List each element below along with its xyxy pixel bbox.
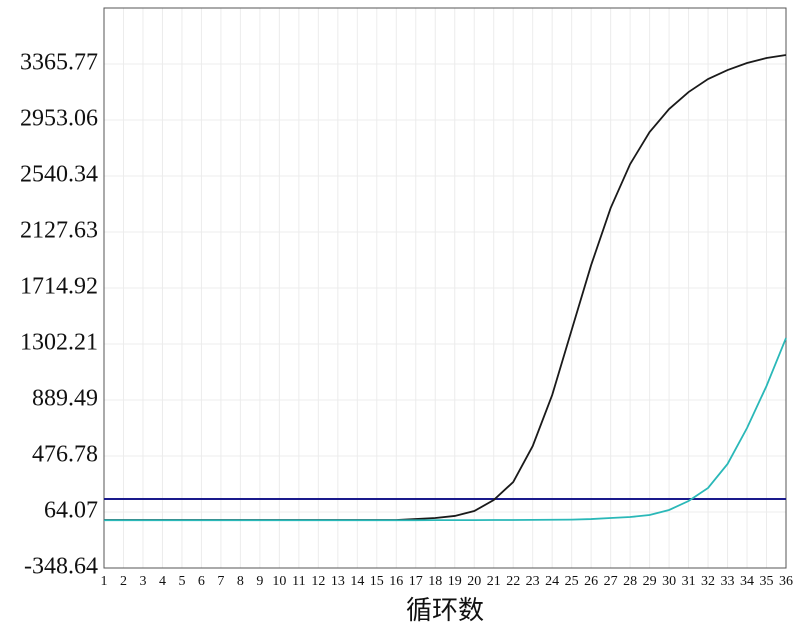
x-tick-label: 27: [604, 574, 618, 589]
x-axis-label: 循环数: [406, 596, 484, 625]
y-tick-label: 1302.21: [20, 329, 98, 355]
x-tick-label: 26: [584, 574, 598, 589]
y-tick-label: 2127.63: [20, 218, 98, 244]
x-tick-label: 30: [662, 574, 676, 589]
x-tick-label: 31: [682, 574, 696, 589]
x-tick-label: 20: [467, 574, 481, 589]
x-tick-label: 19: [448, 574, 462, 589]
y-tick-label: 1714.92: [20, 274, 98, 300]
x-tick-label: 6: [198, 574, 205, 589]
y-tick-label: 476.78: [32, 442, 98, 468]
y-tick-label: -348.64: [24, 554, 98, 580]
x-tick-label: 17: [409, 574, 423, 589]
x-tick-label: 24: [545, 574, 559, 589]
x-tick-label: 14: [350, 574, 364, 589]
y-tick-label: 2953.06: [20, 105, 98, 131]
x-tick-label: 36: [779, 574, 793, 589]
x-tick-label: 9: [256, 574, 263, 589]
y-tick-label: 889.49: [32, 386, 98, 412]
plot-frame: [103, 7, 787, 569]
x-tick-label: 23: [526, 574, 540, 589]
x-tick-label: 29: [643, 574, 657, 589]
x-tick-label: 5: [178, 574, 185, 589]
x-tick-label: 10: [272, 574, 286, 589]
x-tick-label: 22: [506, 574, 520, 589]
x-tick-label: 11: [292, 574, 305, 589]
x-tick-label: 35: [760, 574, 774, 589]
x-tick-label: 4: [159, 574, 166, 589]
y-tick-label: 2540.34: [20, 162, 98, 188]
x-tick-label: 15: [370, 574, 384, 589]
x-tick-label: 1: [101, 574, 108, 589]
x-tick-label: 7: [217, 574, 224, 589]
x-tick-label: 32: [701, 574, 715, 589]
x-tick-label: 18: [428, 574, 442, 589]
x-tick-label: 13: [331, 574, 345, 589]
x-tick-label: 2: [120, 574, 127, 589]
x-tick-label: 8: [237, 574, 244, 589]
series-line: [104, 337, 787, 522]
x-tick-label: 28: [623, 574, 637, 589]
x-tick-label: 34: [740, 574, 754, 589]
x-tick-label: 25: [565, 574, 579, 589]
x-tick-label: 16: [389, 574, 403, 589]
x-tick-label: 33: [721, 574, 735, 589]
y-tick-label: 3365.77: [20, 49, 98, 75]
x-tick-label: 12: [311, 574, 325, 589]
x-tick-label: 3: [139, 574, 146, 589]
y-tick-label: 64.07: [44, 498, 98, 524]
x-tick-label: 21: [487, 574, 501, 589]
